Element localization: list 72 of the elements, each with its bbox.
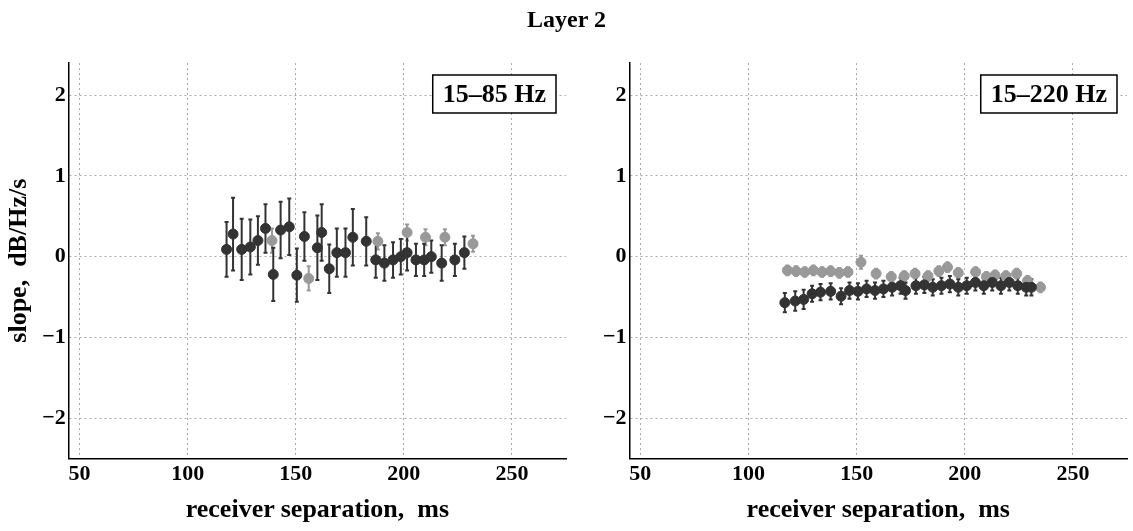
point bbox=[370, 254, 382, 266]
point bbox=[252, 235, 264, 247]
point bbox=[401, 247, 413, 259]
point bbox=[815, 286, 827, 298]
point bbox=[259, 222, 271, 234]
x-tick-label: 250 bbox=[1056, 460, 1090, 486]
y-axis-title: slope, dB/Hz/s bbox=[3, 178, 33, 343]
point bbox=[852, 285, 864, 297]
point bbox=[436, 257, 448, 269]
y-tick-label: −1 bbox=[602, 323, 627, 349]
y-tick-label: −2 bbox=[602, 403, 627, 429]
point bbox=[298, 230, 310, 242]
x-tick-label: 250 bbox=[495, 460, 529, 486]
point bbox=[221, 243, 233, 255]
point bbox=[877, 283, 889, 295]
point bbox=[360, 235, 372, 247]
point bbox=[311, 242, 323, 254]
x-tick-label: 100 bbox=[171, 460, 205, 486]
x-tick-label: 150 bbox=[279, 460, 313, 486]
point bbox=[401, 226, 413, 238]
annotation: 15–220 Hz bbox=[990, 78, 1107, 108]
point bbox=[986, 276, 998, 288]
point bbox=[779, 297, 791, 309]
y-tick-label: 2 bbox=[615, 80, 627, 106]
y-tick-label: 0 bbox=[615, 242, 627, 268]
x-tick-label: 100 bbox=[731, 460, 765, 486]
x-tick-label: 50 bbox=[68, 460, 91, 486]
point bbox=[961, 280, 973, 292]
point bbox=[978, 280, 990, 292]
point bbox=[347, 231, 359, 243]
point bbox=[458, 247, 470, 259]
point bbox=[935, 280, 947, 292]
point bbox=[918, 279, 930, 291]
point bbox=[825, 285, 837, 297]
point bbox=[944, 278, 956, 290]
point bbox=[266, 235, 278, 247]
point bbox=[995, 280, 1007, 292]
point bbox=[291, 269, 303, 281]
y-tick-label: −2 bbox=[42, 403, 66, 429]
x-tick-label: 200 bbox=[948, 460, 982, 486]
annotation: 15–85 Hz bbox=[442, 78, 546, 108]
point bbox=[372, 235, 384, 247]
point bbox=[244, 241, 256, 253]
point bbox=[449, 254, 461, 266]
chart-title: Layer 2 bbox=[526, 6, 607, 33]
point bbox=[316, 226, 328, 238]
point bbox=[969, 276, 981, 288]
point bbox=[439, 231, 451, 243]
point bbox=[798, 293, 810, 305]
y-tick-label: 0 bbox=[54, 242, 66, 268]
y-tick-label: 1 bbox=[615, 161, 627, 187]
point bbox=[467, 238, 479, 250]
point bbox=[900, 285, 912, 297]
x-axis-title: receiver separation, ms bbox=[746, 494, 1010, 524]
point bbox=[267, 268, 279, 280]
y-tick-label: 2 bbox=[54, 80, 66, 106]
point bbox=[227, 228, 239, 240]
point bbox=[425, 251, 437, 263]
x-tick-label: 200 bbox=[387, 460, 421, 486]
x-axis-title: receiver separation, ms bbox=[185, 494, 450, 524]
x-tick-label: 50 bbox=[629, 460, 652, 486]
point bbox=[419, 231, 431, 243]
y-tick-label: 1 bbox=[54, 161, 66, 187]
point bbox=[275, 224, 287, 236]
point bbox=[378, 257, 390, 269]
point bbox=[323, 263, 335, 275]
point bbox=[1003, 276, 1015, 288]
x-tick-label: 150 bbox=[840, 460, 874, 486]
point bbox=[303, 272, 315, 284]
point bbox=[283, 221, 295, 233]
y-tick-label: −1 bbox=[42, 323, 66, 349]
point bbox=[835, 290, 847, 302]
